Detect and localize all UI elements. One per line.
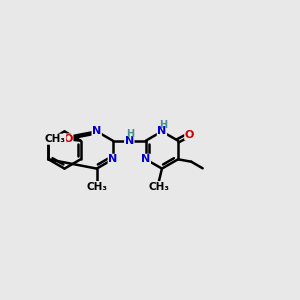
Text: N: N (92, 126, 101, 136)
Text: H: H (159, 120, 167, 130)
Text: CH₃: CH₃ (45, 134, 66, 144)
Text: N: N (125, 136, 134, 146)
Text: O: O (185, 130, 194, 140)
Text: CH₃: CH₃ (86, 182, 107, 192)
Text: O: O (63, 134, 73, 144)
Text: N: N (157, 126, 167, 136)
Text: H: H (126, 129, 134, 139)
Text: O: O (63, 134, 73, 144)
Text: CH₃: CH₃ (148, 182, 170, 192)
Text: N: N (108, 154, 117, 164)
Text: CH₃: CH₃ (86, 182, 107, 192)
Text: N: N (141, 154, 150, 164)
